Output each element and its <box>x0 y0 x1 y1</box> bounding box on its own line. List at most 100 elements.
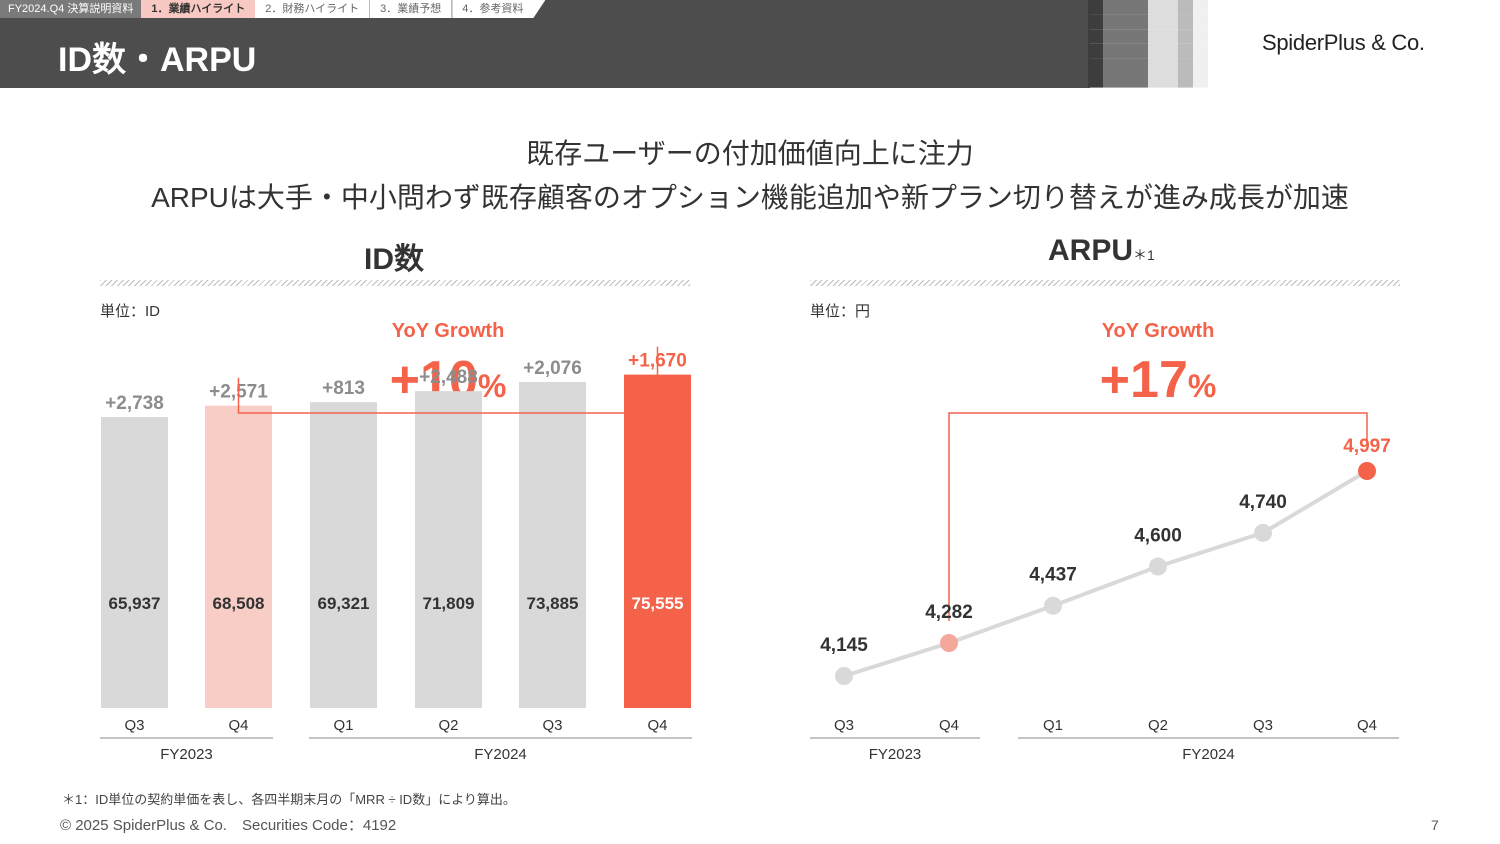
page-number: 7 <box>1431 817 1439 833</box>
tab-financial-highlight[interactable]: 2．財務ハイライト <box>255 0 371 18</box>
mosaic-tile <box>1088 29 1103 44</box>
mosaic-tile <box>1133 0 1148 15</box>
mosaic-tile <box>1088 58 1103 73</box>
tab-performance-highlight[interactable]: 1．業績ハイライト <box>141 0 256 18</box>
mosaic-tile <box>1133 73 1148 88</box>
mosaic-tile <box>1103 58 1118 73</box>
x-tick-label: Q1 <box>1043 717 1063 734</box>
copyright: © 2025 SpiderPlus & Co. Securities Code：… <box>60 817 397 834</box>
x-tick-label: Q2 <box>438 717 458 734</box>
mosaic-tile <box>1193 14 1208 30</box>
mosaic-tile <box>1148 14 1163 30</box>
bar-increment-label: +2,738 <box>105 393 164 414</box>
arpu-title-note: ＊1 <box>1133 247 1155 263</box>
x-tick-label: Q4 <box>647 717 667 734</box>
mosaic-tile <box>1163 73 1178 88</box>
mosaic-tile <box>1148 29 1163 44</box>
mosaic-tile <box>1163 14 1178 30</box>
x-tick-label: Q3 <box>1253 717 1273 734</box>
bar <box>415 391 482 708</box>
mosaic-tile <box>1088 43 1103 59</box>
mosaic-tile <box>1103 0 1118 15</box>
mosaic-tile <box>1178 0 1193 15</box>
bar-value-label: 75,555 <box>632 594 684 613</box>
bar-increment-label: +813 <box>322 378 365 399</box>
point-value-label: 4,282 <box>925 602 973 623</box>
mosaic-tile <box>1178 29 1193 44</box>
arpu-yoy-value: +17% <box>1028 350 1288 410</box>
arpu-chart-title: ARPU＊1 <box>1048 234 1155 268</box>
point-value-label: 4,997 <box>1343 436 1391 457</box>
id-chart-title: ID数 <box>364 243 424 276</box>
x-tick-label: Q2 <box>1148 717 1168 734</box>
id-chart-divider <box>100 280 690 286</box>
mosaic-tile <box>1118 0 1133 15</box>
group-label: FY2023 <box>160 746 213 763</box>
group-label: FY2024 <box>1182 746 1235 763</box>
mosaic-tile <box>1148 0 1163 15</box>
bar <box>624 374 691 708</box>
mosaic-tile <box>1118 14 1133 30</box>
mosaic-tile <box>1163 58 1178 73</box>
data-point <box>1044 596 1062 615</box>
tab-forecast[interactable]: 3．業績予想 <box>370 0 453 18</box>
bar <box>310 402 377 708</box>
mosaic-tile <box>1193 0 1208 15</box>
mosaic-tile <box>1178 43 1193 59</box>
bar-increment-label: +2,076 <box>523 358 582 379</box>
mosaic-tile <box>1103 29 1118 44</box>
x-tick-label: Q3 <box>834 717 854 734</box>
mosaic-tile <box>1178 14 1193 30</box>
bar-value-label: 73,885 <box>527 594 579 613</box>
bar-increment-label: +2,488 <box>419 367 478 388</box>
mosaic-decoration <box>1088 0 1208 88</box>
group-label: FY2024 <box>474 746 527 763</box>
mosaic-tile <box>1103 14 1118 30</box>
arpu-yoy-number: +17 <box>1099 351 1188 409</box>
mosaic-tile <box>1148 43 1163 59</box>
mosaic-tile <box>1148 73 1163 88</box>
mosaic-tile <box>1133 14 1148 30</box>
id-chart-unit: 単位：ID <box>100 303 161 320</box>
x-tick-label: Q4 <box>228 717 248 734</box>
data-point <box>940 634 958 653</box>
yoy-bracket <box>948 412 1368 622</box>
mosaic-tile <box>1178 73 1193 88</box>
mosaic-tile <box>1103 73 1118 88</box>
mosaic-tile <box>1193 73 1208 88</box>
mosaic-tile <box>1118 58 1133 73</box>
arpu-chart-divider <box>810 280 1400 286</box>
id-yoy-label: YoY Growth <box>391 320 505 342</box>
mosaic-tile <box>1118 73 1133 88</box>
arpu-yoy-percent: % <box>1187 368 1217 404</box>
data-point <box>1254 523 1272 542</box>
bar <box>519 381 586 708</box>
mosaic-tile <box>1193 58 1208 73</box>
x-tick-label: Q4 <box>1357 717 1377 734</box>
bar-value-label: 71,809 <box>423 594 475 613</box>
mosaic-tile <box>1133 58 1148 73</box>
mosaic-tile <box>1148 58 1163 73</box>
point-value-label: 4,740 <box>1239 492 1287 513</box>
footnote: ＊1：ID単位の契約単価を表し、各四半期末月の「MRR ÷ ID数」により算出。 <box>62 792 516 807</box>
mosaic-tile <box>1178 58 1193 73</box>
x-tick-label: Q3 <box>542 717 562 734</box>
doc-label: FY2024.Q4 決算説明資料 <box>0 0 142 18</box>
section-tabs: FY2024.Q4 決算説明資料 1．業績ハイライト 2．財務ハイライト 3．業… <box>0 0 545 18</box>
id-yoy-percent: % <box>477 368 507 404</box>
mosaic-tile <box>1088 0 1103 15</box>
arpu-chart-unit: 単位：円 <box>810 303 871 320</box>
mosaic-tile <box>1118 43 1133 59</box>
tab-reference[interactable]: 4．参考資料 <box>452 0 545 18</box>
x-tick-label: Q1 <box>333 717 353 734</box>
bar <box>101 417 168 708</box>
x-tick-label: Q4 <box>939 717 959 734</box>
mosaic-tile <box>1193 43 1208 59</box>
mosaic-tile <box>1118 29 1133 44</box>
arpu-title-text: ARPU <box>1048 234 1134 267</box>
mosaic-tile <box>1103 43 1118 59</box>
x-tick-label: Q3 <box>124 717 144 734</box>
point-value-label: 4,600 <box>1134 526 1182 547</box>
